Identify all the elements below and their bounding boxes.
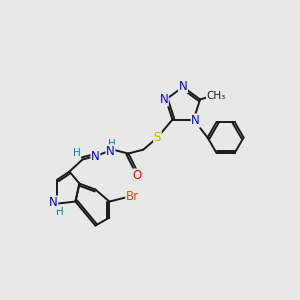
- Text: N: N: [106, 145, 115, 158]
- Text: H: H: [56, 207, 63, 217]
- Text: N: N: [91, 150, 100, 163]
- Text: N: N: [191, 114, 200, 127]
- Text: N: N: [160, 93, 168, 106]
- Text: O: O: [133, 169, 142, 182]
- Text: N: N: [49, 196, 58, 209]
- Text: N: N: [178, 80, 188, 92]
- Text: S: S: [154, 131, 161, 144]
- Text: CH₃: CH₃: [206, 92, 226, 101]
- Text: Br: Br: [126, 190, 139, 203]
- Text: H: H: [73, 148, 80, 158]
- Text: H: H: [107, 139, 115, 148]
